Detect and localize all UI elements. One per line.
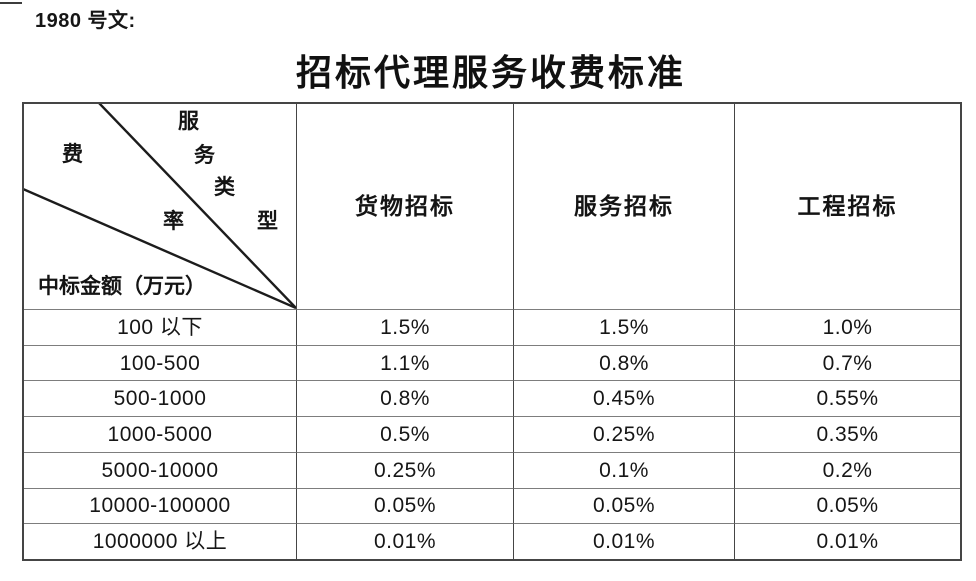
amount-range-cell: 1000-5000 <box>24 416 296 452</box>
corner-label-type-char: 类 <box>214 175 235 199</box>
works-rate-cell: 0.55% <box>734 380 960 417</box>
amount-range-cell: 10000-100000 <box>24 487 296 524</box>
corner-label-wu-char: 务 <box>194 143 215 167</box>
works-rate-cell: 0.01% <box>734 523 960 559</box>
corner-label-rate-char: 率 <box>163 209 184 233</box>
goods-rate-cell: 1.5% <box>296 309 513 345</box>
services-rate-cell: 0.05% <box>513 487 734 524</box>
corner-label-xing-char: 型 <box>257 209 278 233</box>
table-corner-cell: 费 率 服 务 类 型 中标金额（万元） <box>24 104 296 309</box>
amount-range-cell: 1000000 以上 <box>24 523 296 559</box>
goods-rate-cell: 0.8% <box>296 380 513 417</box>
amount-range-cell: 100 以下 <box>24 309 296 345</box>
column-header-services: 服务招标 <box>513 104 734 309</box>
goods-rate-cell: 1.1% <box>296 344 513 381</box>
diagonal-divider-lines <box>24 104 296 309</box>
page-title: 招标代理服务收费标准 <box>295 53 686 93</box>
page-edge-line <box>0 2 22 4</box>
column-header-works: 工程招标 <box>734 104 960 309</box>
corner-label-service-char: 服 <box>178 109 199 133</box>
column-header-goods: 货物招标 <box>296 104 513 309</box>
services-rate-cell: 0.25% <box>513 416 734 452</box>
works-rate-cell: 0.7% <box>734 344 960 381</box>
amount-axis-label: 中标金额（万元） <box>38 274 206 298</box>
services-rate-cell: 0.01% <box>513 523 734 559</box>
amount-range-cell: 100-500 <box>24 344 296 381</box>
works-rate-cell: 0.05% <box>734 487 960 524</box>
corner-label-fee-char: 费 <box>62 142 83 166</box>
document-number: 1980 号文: <box>35 10 136 32</box>
goods-rate-cell: 0.5% <box>296 416 513 452</box>
works-rate-cell: 0.35% <box>734 416 960 452</box>
amount-range-cell: 500-1000 <box>24 380 296 416</box>
works-rate-cell: 0.2% <box>734 451 960 488</box>
goods-rate-cell: 0.05% <box>296 487 513 524</box>
goods-rate-cell: 0.25% <box>296 451 513 488</box>
works-rate-cell: 1.0% <box>734 309 960 345</box>
services-rate-cell: 1.5% <box>513 309 734 345</box>
services-rate-cell: 0.1% <box>513 451 734 488</box>
goods-rate-cell: 0.01% <box>296 523 513 559</box>
services-rate-cell: 0.8% <box>513 344 734 381</box>
fee-table: 费 率 服 务 类 型 中标金额（万元） 货物招标 服务招标 工程招标 100 … <box>22 102 962 561</box>
amount-range-cell: 5000-10000 <box>24 451 296 488</box>
services-rate-cell: 0.45% <box>513 380 734 417</box>
